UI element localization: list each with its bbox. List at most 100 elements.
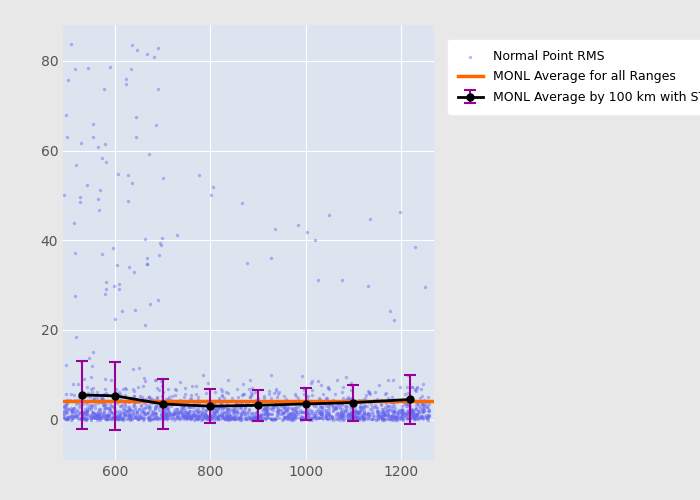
Normal Point RMS	[222, 408, 233, 416]
Normal Point RMS	[389, 414, 400, 422]
Normal Point RMS	[78, 416, 90, 424]
Normal Point RMS	[307, 414, 318, 422]
Normal Point RMS	[357, 414, 368, 422]
Normal Point RMS	[381, 389, 392, 397]
Normal Point RMS	[210, 406, 221, 414]
Normal Point RMS	[227, 414, 238, 422]
Normal Point RMS	[341, 410, 352, 418]
Normal Point RMS	[414, 406, 425, 414]
Normal Point RMS	[337, 408, 349, 416]
Normal Point RMS	[351, 410, 363, 418]
Normal Point RMS	[197, 371, 209, 379]
Normal Point RMS	[172, 405, 183, 413]
Normal Point RMS	[363, 282, 374, 290]
Normal Point RMS	[387, 398, 398, 406]
Normal Point RMS	[316, 411, 328, 419]
Normal Point RMS	[290, 392, 301, 400]
Normal Point RMS	[205, 410, 216, 418]
Normal Point RMS	[110, 414, 121, 422]
Normal Point RMS	[260, 404, 271, 412]
Normal Point RMS	[384, 416, 395, 424]
Normal Point RMS	[405, 408, 416, 416]
Normal Point RMS	[223, 416, 234, 424]
Normal Point RMS	[227, 409, 238, 417]
Normal Point RMS	[342, 394, 353, 402]
Normal Point RMS	[94, 186, 106, 194]
Normal Point RMS	[258, 410, 270, 418]
Normal Point RMS	[181, 412, 193, 420]
Normal Point RMS	[306, 410, 317, 418]
Normal Point RMS	[221, 413, 232, 421]
Normal Point RMS	[366, 406, 377, 414]
Normal Point RMS	[337, 276, 348, 284]
Normal Point RMS	[162, 412, 174, 420]
Normal Point RMS	[238, 408, 249, 416]
Normal Point RMS	[212, 404, 223, 412]
Normal Point RMS	[251, 414, 262, 422]
Normal Point RMS	[242, 400, 253, 407]
Normal Point RMS	[363, 409, 374, 417]
Normal Point RMS	[136, 393, 147, 401]
Normal Point RMS	[332, 415, 343, 423]
Normal Point RMS	[346, 414, 358, 422]
Normal Point RMS	[412, 406, 423, 414]
Normal Point RMS	[209, 397, 220, 405]
Normal Point RMS	[198, 404, 209, 412]
Normal Point RMS	[121, 80, 132, 88]
Normal Point RMS	[218, 413, 229, 421]
Normal Point RMS	[405, 412, 416, 420]
Normal Point RMS	[316, 404, 328, 411]
Normal Point RMS	[422, 412, 433, 420]
Normal Point RMS	[225, 410, 236, 418]
Normal Point RMS	[337, 394, 349, 402]
Normal Point RMS	[130, 412, 141, 420]
Normal Point RMS	[118, 409, 129, 417]
Normal Point RMS	[116, 402, 127, 410]
Normal Point RMS	[91, 412, 102, 420]
Normal Point RMS	[338, 408, 349, 416]
Normal Point RMS	[422, 411, 433, 419]
Normal Point RMS	[314, 414, 325, 422]
Normal Point RMS	[61, 400, 72, 408]
Normal Point RMS	[58, 414, 69, 422]
Normal Point RMS	[115, 412, 126, 420]
Normal Point RMS	[177, 412, 188, 420]
Normal Point RMS	[335, 407, 346, 415]
Normal Point RMS	[200, 389, 211, 397]
Normal Point RMS	[126, 411, 137, 419]
Normal Point RMS	[163, 394, 174, 402]
Normal Point RMS	[405, 414, 416, 422]
Normal Point RMS	[132, 408, 143, 416]
Normal Point RMS	[96, 398, 107, 406]
Normal Point RMS	[73, 380, 84, 388]
Normal Point RMS	[267, 404, 279, 411]
Normal Point RMS	[174, 415, 186, 423]
Normal Point RMS	[380, 416, 391, 424]
Normal Point RMS	[118, 412, 130, 420]
Normal Point RMS	[223, 406, 234, 413]
Normal Point RMS	[111, 415, 122, 423]
Normal Point RMS	[161, 404, 172, 412]
Normal Point RMS	[354, 408, 365, 416]
Normal Point RMS	[61, 413, 72, 421]
Normal Point RMS	[191, 414, 202, 422]
Normal Point RMS	[150, 414, 161, 422]
Normal Point RMS	[251, 400, 262, 408]
Normal Point RMS	[363, 398, 374, 406]
Normal Point RMS	[352, 414, 363, 422]
Normal Point RMS	[393, 415, 405, 423]
Normal Point RMS	[183, 404, 194, 411]
Normal Point RMS	[298, 415, 309, 423]
Normal Point RMS	[398, 412, 409, 420]
Normal Point RMS	[271, 411, 282, 419]
Normal Point RMS	[209, 388, 220, 396]
Normal Point RMS	[264, 410, 275, 418]
Normal Point RMS	[87, 408, 98, 416]
Normal Point RMS	[356, 413, 368, 421]
Normal Point RMS	[92, 394, 103, 402]
Normal Point RMS	[211, 406, 223, 414]
Normal Point RMS	[346, 415, 358, 423]
Normal Point RMS	[110, 406, 121, 413]
Normal Point RMS	[256, 415, 267, 423]
Normal Point RMS	[342, 393, 354, 401]
